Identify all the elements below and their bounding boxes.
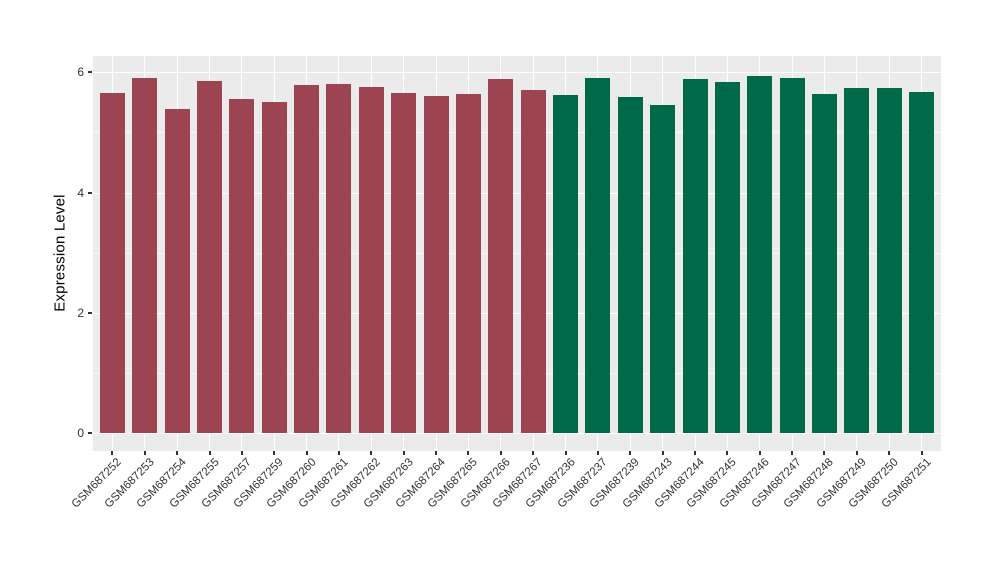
plot-panel bbox=[93, 56, 941, 451]
bar bbox=[617, 96, 643, 434]
x-axis-tick bbox=[920, 451, 923, 455]
x-axis-tick bbox=[402, 451, 405, 455]
y-axis-tick bbox=[88, 191, 92, 194]
y-tick-label: 4 bbox=[77, 185, 84, 200]
bar bbox=[423, 95, 449, 434]
bar bbox=[714, 81, 740, 434]
y-tick-label: 6 bbox=[77, 65, 84, 80]
bar bbox=[747, 76, 773, 434]
bar bbox=[132, 78, 158, 434]
bar bbox=[650, 104, 676, 434]
bar bbox=[391, 93, 417, 434]
x-axis-tick bbox=[758, 451, 761, 455]
bar bbox=[99, 92, 125, 434]
x-axis-tick bbox=[823, 451, 826, 455]
x-axis-tick bbox=[855, 451, 858, 455]
x-axis-tick bbox=[694, 451, 696, 455]
bar bbox=[520, 89, 546, 434]
x-axis-tick bbox=[208, 451, 211, 455]
bar bbox=[844, 88, 870, 434]
x-axis-tick bbox=[240, 451, 243, 455]
bar bbox=[682, 79, 708, 434]
x-axis-tick bbox=[273, 451, 276, 455]
horizontal-gridline-minor bbox=[93, 252, 941, 254]
y-tick-label: 2 bbox=[77, 305, 84, 320]
y-axis-title: Expression Level bbox=[51, 194, 69, 312]
horizontal-gridline-major bbox=[93, 433, 941, 435]
bar bbox=[455, 94, 481, 434]
x-axis-tick bbox=[596, 451, 599, 455]
y-axis-tick bbox=[88, 311, 92, 314]
y-axis-tick bbox=[88, 71, 92, 74]
bar bbox=[164, 109, 190, 434]
x-axis-tick bbox=[467, 451, 470, 455]
x-axis-tick bbox=[370, 451, 373, 455]
bar bbox=[585, 78, 611, 434]
bar bbox=[811, 93, 837, 434]
x-axis-tick bbox=[726, 451, 729, 455]
horizontal-gridline-major bbox=[93, 72, 941, 74]
x-axis-tick bbox=[176, 451, 179, 455]
x-axis-tick bbox=[661, 451, 664, 455]
x-axis-tick bbox=[532, 451, 535, 455]
x-axis-tick bbox=[305, 451, 308, 455]
bar bbox=[876, 87, 902, 434]
x-axis-tick bbox=[143, 451, 146, 455]
bar bbox=[229, 98, 255, 434]
bar bbox=[294, 84, 320, 434]
bar bbox=[488, 78, 514, 434]
x-axis-tick bbox=[564, 451, 567, 455]
x-axis-tick bbox=[499, 451, 502, 455]
bar bbox=[779, 77, 805, 434]
x-axis-tick bbox=[629, 451, 632, 455]
y-axis-tick bbox=[88, 432, 92, 435]
x-axis-tick bbox=[888, 451, 891, 455]
bar bbox=[358, 86, 384, 434]
x-axis-tick bbox=[791, 451, 794, 455]
x-axis-tick bbox=[337, 451, 340, 455]
horizontal-gridline-minor bbox=[93, 373, 941, 375]
horizontal-gridline-minor bbox=[93, 132, 941, 134]
x-axis-tick bbox=[111, 451, 114, 455]
horizontal-gridline-major bbox=[93, 312, 941, 314]
bar bbox=[553, 94, 579, 434]
horizontal-gridline-major bbox=[93, 192, 941, 194]
bar bbox=[326, 83, 352, 434]
bar bbox=[197, 80, 223, 434]
bar bbox=[261, 101, 287, 434]
y-tick-label: 0 bbox=[77, 426, 84, 441]
x-axis-tick bbox=[435, 451, 438, 455]
bar bbox=[909, 91, 935, 434]
